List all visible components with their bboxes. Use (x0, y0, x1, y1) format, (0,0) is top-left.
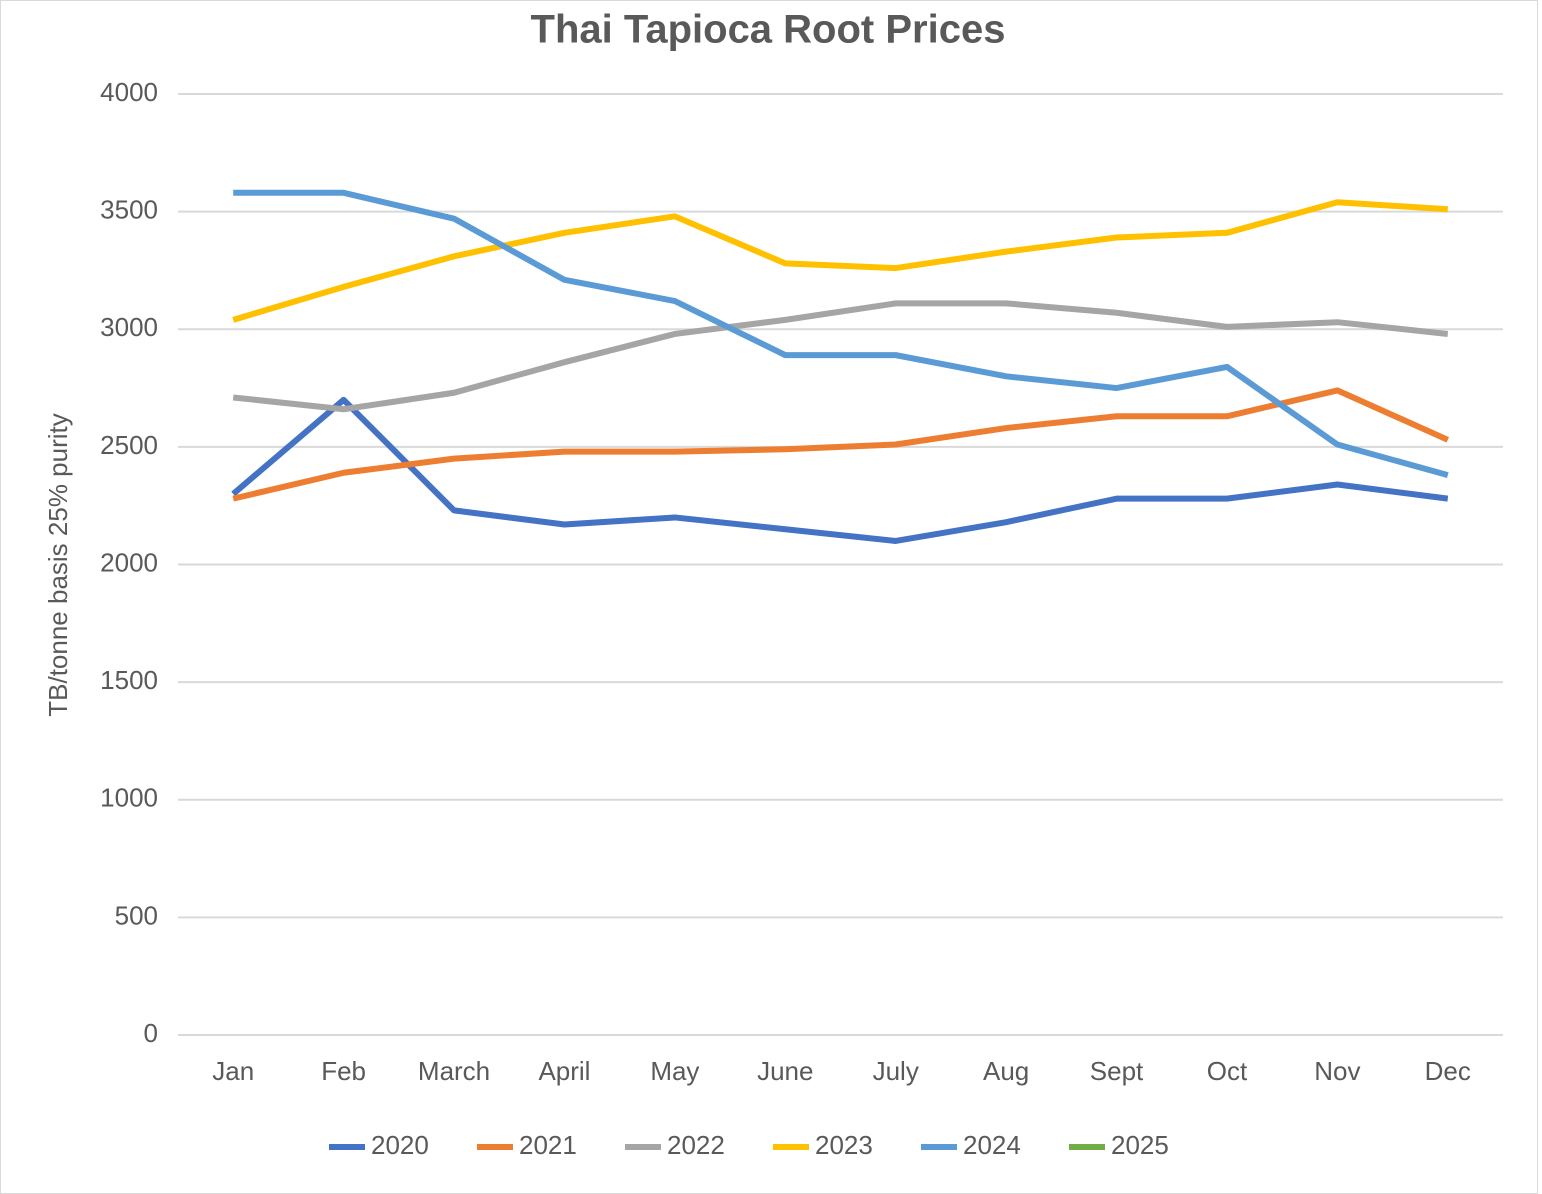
series-line (232, 199, 1448, 323)
y-tick-label: 4000 (100, 77, 158, 107)
series-line (233, 189, 1449, 478)
y-axis-label: TB/tonne basis 25% purity (43, 413, 73, 717)
y-tick-label: 2500 (100, 430, 158, 460)
legend-label: 2025 (1111, 1130, 1169, 1160)
x-tick-label: April (538, 1056, 590, 1086)
x-tick-label: Sept (1090, 1056, 1144, 1086)
legend-label: 2023 (815, 1130, 873, 1160)
x-tick-label: May (650, 1056, 699, 1086)
legend-label: 2021 (519, 1130, 577, 1160)
y-tick-label: 1500 (100, 665, 158, 695)
x-tick-label: Dec (1425, 1056, 1471, 1086)
y-tick-label: 500 (115, 900, 158, 930)
x-tick-label: Oct (1207, 1056, 1248, 1086)
y-tick-label: 3500 (100, 195, 158, 225)
series-line (232, 387, 1450, 502)
y-tick-label: 1000 (100, 783, 158, 813)
y-tick-label: 2000 (100, 547, 158, 577)
y-tick-label: 3000 (100, 312, 158, 342)
x-tick-label: March (418, 1056, 490, 1086)
series-line (232, 300, 1449, 413)
legend-label: 2022 (667, 1130, 725, 1160)
x-tick-label: Nov (1314, 1056, 1360, 1086)
x-tick-label: July (873, 1056, 919, 1086)
x-tick-label: June (757, 1056, 813, 1086)
chart-title: Thai Tapioca Root Prices (531, 8, 1006, 52)
x-tick-label: Jan (212, 1056, 254, 1086)
x-tick-label: Aug (983, 1056, 1029, 1086)
series-line (231, 396, 1449, 544)
legend-label: 2020 (371, 1130, 429, 1160)
x-tick-label: Feb (321, 1056, 366, 1086)
legend-label: 2024 (963, 1130, 1021, 1160)
y-tick-label: 0 (144, 1018, 158, 1048)
